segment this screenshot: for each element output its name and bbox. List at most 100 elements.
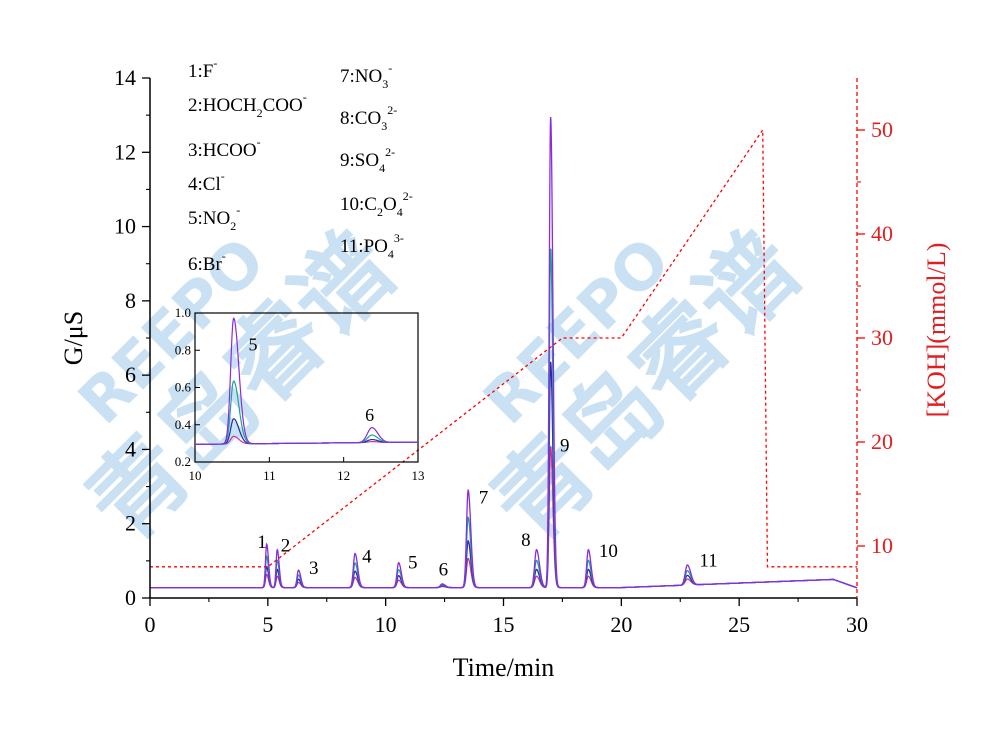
y2-axis-title: [KOH](mmol/L)	[922, 243, 951, 418]
legend-number: 7:	[340, 66, 355, 87]
legend-superscript: -	[303, 90, 307, 104]
inset-y-tick-label: 1.0	[175, 305, 191, 320]
y-tick-label: 10	[114, 214, 136, 239]
legend-superscript: -	[257, 135, 261, 149]
legend-superscript: 2-	[385, 145, 395, 159]
x-tick-label: 25	[728, 612, 750, 637]
x-tick-label: 20	[610, 612, 632, 637]
legend-subscript: 3	[381, 119, 387, 133]
peak-label-6: 6	[439, 560, 449, 581]
legend-subscript: 3	[382, 77, 388, 91]
peak-label-2: 2	[281, 536, 291, 557]
y-tick-label: 8	[125, 288, 136, 313]
legend-number: 11:	[340, 236, 364, 257]
peak-label-7: 7	[479, 487, 489, 508]
axes: 0 5 10 15 20 25 30024681012141020304050Time/mi…	[59, 65, 951, 682]
legend-number: 4:	[188, 174, 203, 195]
y-tick-label: 6	[125, 362, 136, 387]
legend-formula: CO	[355, 108, 381, 129]
inset-x-tick-label: 12	[337, 468, 350, 483]
legend-superscript: -	[388, 61, 392, 75]
legend-number: 6:	[188, 254, 203, 275]
inset-x-tick-label: 11	[263, 468, 276, 483]
legend-subscript: 2	[377, 205, 383, 219]
legend-number: 9:	[340, 150, 355, 171]
y-tick-label: 0	[125, 585, 136, 610]
y-tick-label: 2	[125, 511, 136, 536]
peak-label-9: 9	[560, 435, 570, 456]
inset-peak-label-6: 6	[365, 405, 374, 425]
legend-formula: O	[383, 194, 397, 215]
y-axis-title: G/μS	[59, 311, 88, 365]
inset-y-tick-label: 0.4	[175, 417, 192, 432]
peak-label-3: 3	[309, 558, 319, 579]
inset-y-tick-label: 0.6	[175, 380, 192, 395]
legend-formula: NO	[355, 66, 382, 87]
legend-subscript: 2	[257, 106, 263, 120]
legend-item-1: 1:F-	[188, 56, 217, 82]
legend-item-2: 2:HOCH2COO-	[188, 90, 307, 120]
y2-tick-label: 50	[871, 117, 893, 142]
legend-formula: NO	[203, 208, 230, 229]
legend-formula: C	[364, 194, 377, 215]
legend-formula: Br	[203, 254, 223, 275]
y2-tick-label: 10	[871, 533, 893, 558]
legend-number: 3:	[188, 140, 203, 161]
legend: 1:F-2:HOCH2COO-3:HCOO-4:Cl-5:NO2-6:Br-7:…	[188, 56, 413, 275]
legend-superscript: -	[222, 249, 226, 263]
x-axis-title: Time/min	[453, 653, 555, 682]
koh-gradient-line	[150, 127, 857, 568]
legend-formula: SO	[355, 150, 379, 171]
legend-subscript: 4	[397, 205, 403, 219]
legend-superscript: -	[221, 169, 225, 183]
legend-superscript: 2-	[403, 189, 413, 203]
legend-item-11: 11:PO43-	[340, 231, 404, 261]
inset-y-tick-label: 0.8	[175, 342, 191, 357]
peak-label-8: 8	[521, 530, 531, 551]
inset-peak-label-5: 5	[248, 334, 257, 354]
inset-y-tick-label: 0.2	[175, 454, 191, 469]
legend-subscript: 4	[388, 247, 394, 261]
legend-item-3: 3:HCOO-	[188, 135, 261, 161]
y-tick-label: 14	[114, 65, 136, 90]
legend-formula: F	[203, 61, 214, 82]
x-tick-label: 0	[145, 612, 156, 637]
legend-number: 2:	[188, 95, 203, 116]
legend-item-7: 7:NO3-	[340, 61, 392, 91]
inset-trace-1	[194, 317, 418, 445]
inset-chart: 10 11 12 13 0.2 0.4 0.6 0.8 1.0 5 6	[175, 305, 425, 483]
trace-series-1	[150, 116, 858, 589]
legend-item-4: 4:Cl-	[188, 169, 225, 195]
legend-item-6: 6:Br-	[188, 249, 226, 275]
legend-item-5: 5:NO2-	[188, 203, 240, 233]
legend-subscript: 4	[379, 161, 385, 175]
y-tick-label: 4	[125, 436, 136, 461]
peak-label-5: 5	[408, 552, 418, 573]
legend-item-10: 10:C2O42-	[340, 189, 413, 219]
legend-item-8: 8:CO32-	[340, 103, 397, 133]
x-tick-label: 5	[262, 612, 273, 637]
peak-label-10: 10	[599, 541, 618, 562]
peak-label-1: 1	[257, 532, 267, 553]
inset-x-tick-label: 10	[189, 468, 202, 483]
legend-number: 1:	[188, 61, 203, 82]
legend-formula: Cl	[203, 174, 221, 195]
peak-label-11: 11	[699, 550, 717, 571]
legend-formula: PO	[364, 236, 388, 257]
y2-tick-label: 20	[871, 429, 893, 454]
y-tick-label: 12	[114, 139, 136, 164]
legend-superscript: 3-	[394, 231, 404, 245]
legend-superscript: 2-	[387, 103, 397, 117]
x-tick-label: 30	[846, 612, 868, 637]
legend-number: 10:	[340, 194, 364, 215]
x-tick-label: 10	[375, 612, 397, 637]
legend-formula: HCOO	[203, 140, 257, 161]
inset-x-tick-label: 13	[412, 468, 425, 483]
legend-number: 8:	[340, 108, 355, 129]
legend-superscript: -	[236, 203, 240, 217]
legend-item-9: 9:SO42-	[340, 145, 395, 175]
peak-label-4: 4	[362, 547, 372, 568]
legend-subscript: 2	[230, 219, 236, 233]
